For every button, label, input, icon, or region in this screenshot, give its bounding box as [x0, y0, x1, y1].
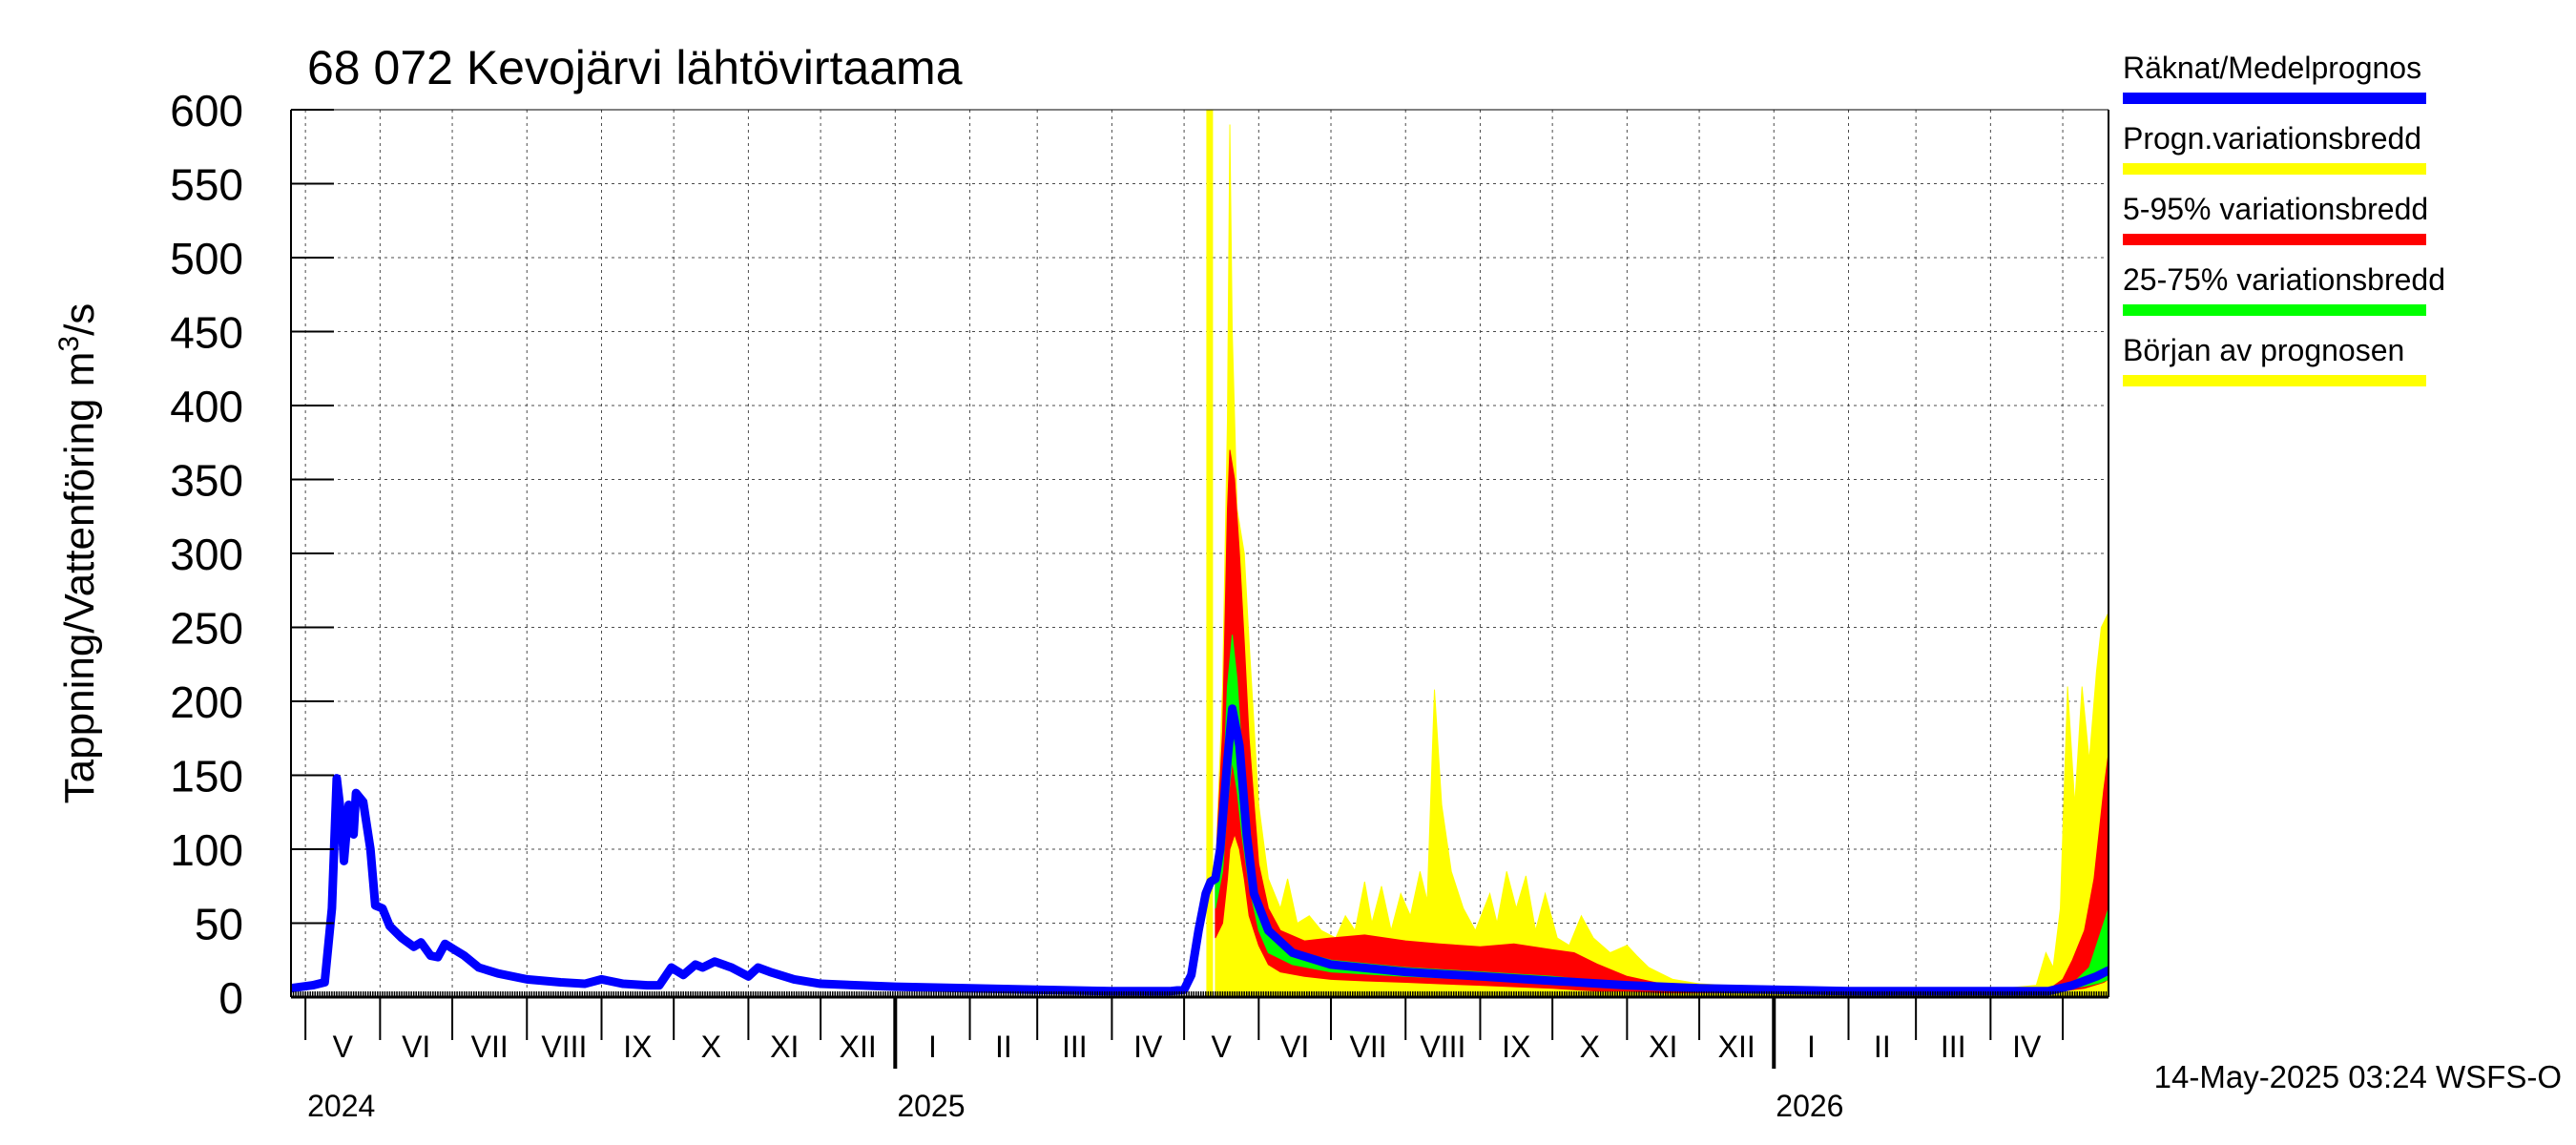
x-day-ticks — [290, 991, 2109, 997]
y-tick-label: 500 — [170, 234, 243, 283]
band-5-95-variationsbredd — [1215, 449, 2109, 993]
x-month-label: IX — [623, 1030, 652, 1064]
y-tick-label: 250 — [170, 604, 243, 654]
y-tick-label: 100 — [170, 825, 243, 875]
x-month-label: V — [1212, 1030, 1233, 1064]
x-year-label: 2024 — [307, 1089, 375, 1123]
x-month-label: X — [1580, 1030, 1600, 1064]
legend-label: Räknat/Medelprognos — [2123, 51, 2421, 85]
y-tick-label: 600 — [170, 86, 243, 135]
y-tick-label: 550 — [170, 160, 243, 210]
y-tick-label: 150 — [170, 752, 243, 802]
x-month-label: VII — [471, 1030, 509, 1064]
x-year-label: 2025 — [897, 1089, 965, 1123]
x-month-label: I — [1807, 1030, 1816, 1064]
y-tick-label: 400 — [170, 382, 243, 431]
chart-title: 68 072 Kevojärvi lähtövirtaama — [307, 41, 963, 94]
y-tick-label: 350 — [170, 456, 243, 506]
legend-label: Progn.variationsbredd — [2123, 121, 2421, 156]
series-line-medelprognos — [291, 704, 2109, 996]
x-month-label: VI — [402, 1030, 430, 1064]
x-month-label: II — [995, 1030, 1012, 1064]
legend-swatch — [2123, 304, 2426, 316]
y-tick-label: 50 — [195, 900, 243, 949]
x-month-label: XII — [840, 1030, 877, 1064]
x-month-label: XI — [1649, 1030, 1677, 1064]
band-progn-variationsbredd — [1215, 124, 2109, 997]
x-month-label: VI — [1280, 1030, 1309, 1064]
x-month-label: I — [928, 1030, 937, 1064]
y-tick-label: 450 — [170, 308, 243, 358]
x-month-label: IV — [2012, 1030, 2042, 1064]
legend-swatch — [2123, 375, 2426, 386]
x-month-label: III — [1062, 1030, 1088, 1064]
x-month-label: VII — [1350, 1030, 1387, 1064]
x-month-label: X — [701, 1030, 721, 1064]
legend-label: Början av prognosen — [2123, 333, 2404, 367]
y-tick-label: 200 — [170, 677, 243, 727]
x-month-label: IX — [1502, 1030, 1530, 1064]
legend-swatch — [2123, 93, 2426, 104]
legend-label: 25-75% variationsbredd — [2123, 262, 2445, 297]
x-month-label: VIII — [1420, 1030, 1465, 1064]
y-tick-label: 0 — [218, 973, 243, 1023]
legend-label: 5-95% variationsbredd — [2123, 192, 2428, 226]
x-month-label: XI — [770, 1030, 799, 1064]
x-month-label: IV — [1133, 1030, 1163, 1064]
plot-series — [291, 110, 2109, 997]
legend-swatch — [2123, 163, 2426, 175]
x-month-label: V — [333, 1030, 354, 1064]
x-month-label: III — [1941, 1030, 1966, 1064]
footer-timestamp: 14-May-2025 03:24 WSFS-O — [2154, 1059, 2562, 1094]
x-year-label: 2026 — [1776, 1089, 1843, 1123]
y-tick-label: 300 — [170, 530, 243, 579]
y-axis-label: Tappning/Vattenföring m3/s — [53, 303, 103, 804]
x-month-label: VIII — [541, 1030, 587, 1064]
x-month-label: II — [1874, 1030, 1891, 1064]
legend-swatch — [2123, 234, 2426, 245]
x-month-label: XII — [1718, 1030, 1755, 1064]
